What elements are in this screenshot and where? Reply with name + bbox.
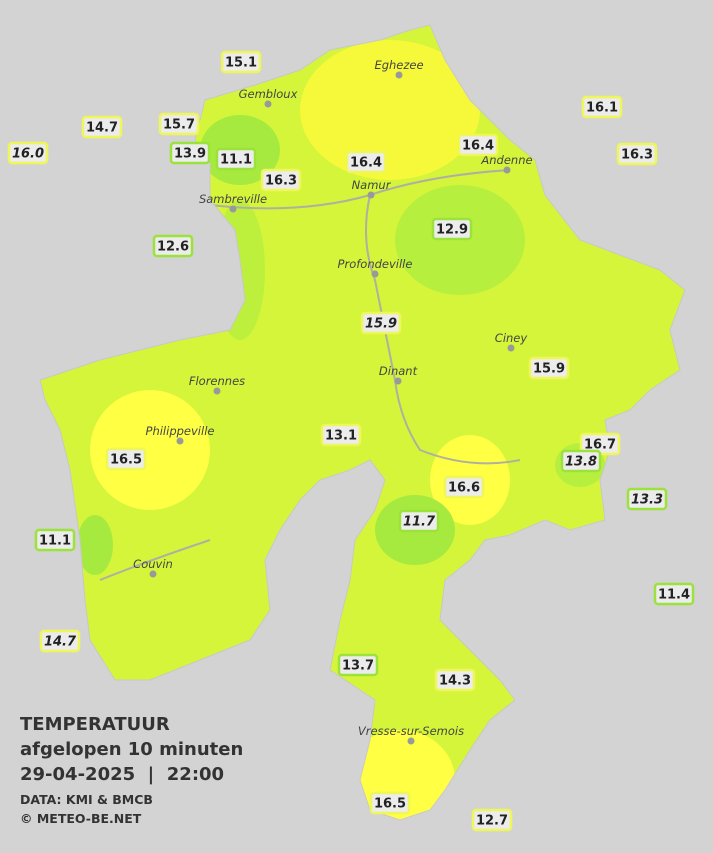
- station-box: [337, 653, 379, 677]
- station-value: 16.4: [462, 139, 494, 154]
- station-box: [616, 142, 658, 166]
- station-value: 11.4: [658, 588, 690, 603]
- station-box: [220, 50, 262, 74]
- station-value: 16.1: [586, 101, 618, 116]
- station-value: 11.1: [220, 153, 252, 168]
- station-box: [434, 668, 476, 692]
- city-dot: [149, 570, 157, 578]
- city-label: Sambreville: [199, 192, 267, 206]
- station-box: [34, 528, 76, 552]
- station-value: 15.1: [225, 56, 257, 71]
- station-box: [360, 311, 402, 335]
- city-label: Vresse-sur-Semois: [358, 724, 464, 738]
- station-value: 16.6: [448, 481, 480, 496]
- city-label: Florennes: [189, 374, 245, 388]
- station-value: 16.0: [12, 147, 44, 162]
- station-value: 16.3: [265, 174, 297, 189]
- station-value: 12.7: [476, 814, 508, 829]
- city-dot: [367, 191, 375, 199]
- station-box: [457, 133, 499, 157]
- station-box: [398, 509, 440, 533]
- station-box: [369, 791, 411, 815]
- station-box: [105, 447, 147, 471]
- city-dot: [395, 71, 403, 79]
- station-value: 15.7: [163, 118, 195, 133]
- city-label: Namur: [352, 178, 392, 192]
- station-box: [260, 168, 302, 192]
- station-value: 13.9: [174, 147, 206, 162]
- station-value: 11.1: [39, 534, 71, 549]
- station-box: [581, 95, 623, 119]
- station-box: [169, 141, 211, 165]
- station-value: 13.8: [565, 455, 597, 470]
- station-box: [560, 449, 602, 473]
- city-label: Eghezee: [374, 58, 423, 72]
- city-dot: [229, 205, 237, 213]
- station-value: 16.4: [350, 156, 382, 171]
- city-dot: [407, 737, 415, 745]
- station-box: [431, 217, 473, 241]
- station-value: 11.7: [403, 515, 436, 530]
- station-value: 15.9: [533, 362, 565, 377]
- station-box: [528, 356, 570, 380]
- station-box: [81, 115, 123, 139]
- station-box: [39, 629, 81, 653]
- station-value: 14.7: [44, 635, 77, 650]
- station-value: 16.5: [110, 453, 142, 468]
- station-box: [443, 475, 485, 499]
- station-box: [152, 234, 194, 258]
- station-box: [653, 582, 695, 606]
- station-value: 16.7: [584, 438, 616, 453]
- station-value: 12.9: [436, 223, 468, 238]
- station-value: 16.3: [621, 148, 653, 163]
- station-box: [471, 808, 513, 832]
- station-value: 13.1: [325, 429, 357, 444]
- subtitle: afgelopen 10 minuten: [20, 739, 243, 760]
- city-label: Andenne: [480, 153, 532, 167]
- station-value: 13.3: [631, 493, 663, 508]
- station-box: [158, 112, 200, 136]
- station-value: 14.7: [86, 121, 118, 136]
- city-dot: [394, 377, 402, 385]
- station-box: [215, 147, 257, 171]
- station-value: 14.3: [439, 674, 471, 689]
- city-label: Profondeville: [338, 257, 413, 271]
- city-label: Philippeville: [146, 424, 215, 438]
- station-box: [320, 423, 362, 447]
- city-dot: [371, 270, 379, 278]
- station-value: 15.9: [365, 317, 397, 332]
- city-label: Dinant: [379, 364, 418, 378]
- station-box: [345, 150, 387, 174]
- station-value: 16.5: [374, 797, 406, 812]
- city-dot: [264, 100, 272, 108]
- title: TEMPERATUUR: [20, 714, 170, 735]
- copyright: © METEO-BE.NET: [20, 811, 142, 826]
- source: DATA: KMI & BMCB: [20, 792, 153, 807]
- station-box: [7, 141, 49, 165]
- city-label: Gembloux: [239, 87, 298, 101]
- stations: 15.1 14.7 15.7 16.0 13.9 11.1 16.3 16.4 16.4 16.1…: [7, 50, 695, 832]
- city-label: Couvin: [133, 557, 173, 571]
- station-value: 13.7: [342, 659, 374, 674]
- cities: Gembloux Eghezee Andenne Namur Sambreville Pr…: [133, 58, 533, 745]
- station-value: 12.6: [157, 240, 189, 255]
- city-dot: [213, 387, 221, 395]
- city-label: Ciney: [495, 331, 528, 345]
- city-dot: [503, 166, 511, 174]
- datetime: 29-04-2025 | 22:00: [20, 764, 224, 785]
- station-box: [626, 487, 668, 511]
- city-dot: [507, 344, 515, 352]
- city-dot: [176, 437, 184, 445]
